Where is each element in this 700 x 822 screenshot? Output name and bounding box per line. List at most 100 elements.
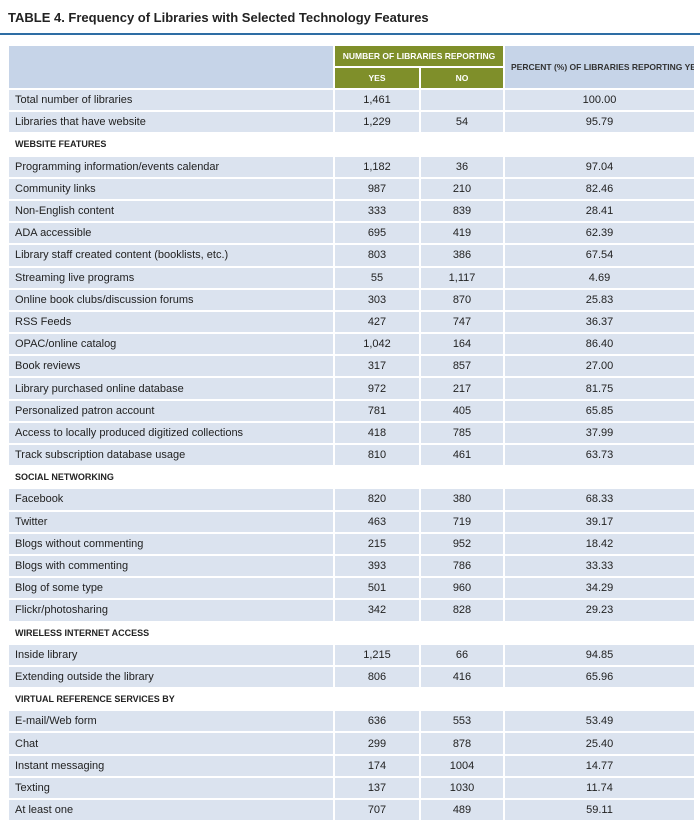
no-cell: 54 [419,110,505,135]
percent-cell: 67.54 [503,243,696,268]
percent-cell: 63.73 [503,442,696,468]
group-header: NUMBER OF LIBRARIES REPORTING [333,44,505,68]
section-row: VIRTUAL REFERENCE SERVICES BY [7,687,696,712]
percent-cell: 81.75 [503,376,696,401]
section-row: SOCIAL NETWORKING [7,465,696,490]
percent-cell: 18.42 [503,531,696,556]
percent-cell: 62.39 [503,221,696,246]
row-label: Inside library [7,642,335,667]
percent-cell: 65.96 [503,664,696,690]
data-row: Blogs with commenting 393 786 33.33 [7,553,696,579]
data-row: Blogs without commenting 215 952 18.42 [7,531,696,556]
row-label: RSS Feeds [7,309,335,335]
yes-cell: 317 [333,354,421,379]
percent-cell: 11.74 [503,775,696,801]
yes-cell: 174 [333,753,421,778]
data-row: Non-English content 333 839 28.41 [7,198,696,224]
percent-cell: 34.29 [503,576,696,601]
header-row: YES NO [8,66,695,90]
row-label: Non-English content [7,198,335,224]
row-label: Book reviews [7,354,335,379]
percent-cell: 29.23 [503,598,696,623]
data-row: Library staff created content (booklists… [7,243,696,268]
row-label: Personalized patron account [7,398,335,423]
no-cell: 952 [419,531,505,556]
data-row: Instant messaging 174 1004 14.77 [7,753,696,778]
no-cell: 878 [419,731,505,756]
percent-cell: 25.83 [503,287,696,312]
section-label: VIRTUAL REFERENCE SERVICES BY [7,687,696,712]
row-label: ADA accessible [7,221,335,246]
no-cell: 1004 [419,753,505,778]
yes-cell: 1,215 [333,642,421,667]
percent-cell: 4.69 [503,265,696,290]
no-cell: 960 [419,576,505,601]
row-label: Chat [7,731,335,756]
yes-cell: 781 [333,398,421,423]
no-cell: 747 [419,309,505,335]
percent-cell: 86.40 [503,332,696,357]
yes-cell: 137 [333,775,421,801]
row-label: Community links [7,176,335,201]
percent-cell: 25.40 [503,731,696,756]
row-label: E-mail/Web form [7,709,335,734]
percent-cell: 33.33 [503,553,696,579]
data-row: Inside library 1,215 66 94.85 [7,642,696,667]
no-cell: 386 [419,243,505,268]
data-row: Personalized patron account 781 405 65.85 [7,398,696,423]
data-row: Community links 987 210 82.46 [7,176,696,201]
yes-cell: 636 [333,709,421,734]
yes-cell: 1,042 [333,332,421,357]
percent-cell: 28.41 [503,198,696,224]
yes-cell: 418 [333,420,421,446]
no-cell: 719 [419,509,505,534]
percent-cell: 68.33 [503,487,696,512]
row-label: Twitter [7,509,335,534]
no-header: NO [419,66,505,90]
data-row: Online book clubs/discussion forums 303 87… [7,287,696,312]
data-row: Texting 137 1030 11.74 [7,775,696,801]
no-cell: 461 [419,442,505,468]
row-label: OPAC/online catalog [7,332,335,357]
yes-cell: 501 [333,576,421,601]
yes-cell: 806 [333,664,421,690]
percent-cell: 27.00 [503,354,696,379]
data-row: Access to locally produced digitized col… [7,420,696,446]
no-cell: 857 [419,354,505,379]
yes-cell: 972 [333,376,421,401]
section-label: WIRELESS INTERNET ACCESS [7,620,696,645]
data-row: E-mail/Web form 636 553 53.49 [7,709,696,734]
data-row: Track subscription database usage 810 461 6… [7,442,696,468]
header-blank [7,44,335,90]
data-row: Libraries that have website 1,229 54 95.79 [7,110,696,135]
yes-cell: 55 [333,265,421,290]
yes-cell: 820 [333,487,421,512]
row-label: Track subscription database usage [7,442,335,468]
table-title: TABLE 4. Frequency of Libraries with Sel… [8,10,429,25]
no-cell: 380 [419,487,505,512]
no-cell: 36 [419,154,505,179]
no-cell [419,87,505,113]
yes-cell: 987 [333,176,421,201]
data-row: Flickr/photosharing 342 828 29.23 [7,598,696,623]
yes-cell: 803 [333,243,421,268]
data-row: Facebook 820 380 68.33 [7,487,696,512]
percent-cell: 95.79 [503,110,696,135]
no-cell: 405 [419,398,505,423]
row-label: Libraries that have website [7,110,335,135]
percent-cell: 36.37 [503,309,696,335]
yes-cell: 707 [333,797,421,822]
yes-cell: 463 [333,509,421,534]
data-row: Twitter 463 719 39.17 [7,509,696,534]
percent-cell: 39.17 [503,509,696,534]
section-row: WIRELESS INTERNET ACCESS [7,620,696,645]
data-table: NUMBER OF LIBRARIES REPORTING PERCENT (%… [7,44,696,822]
no-cell: 785 [419,420,505,446]
row-label: Library purchased online database [7,376,335,401]
data-row: RSS Feeds 427 747 36.37 [7,309,696,335]
section-label: WEBSITE FEATURES [7,132,696,157]
row-label: Online book clubs/discussion forums [7,287,335,312]
yes-cell: 427 [333,309,421,335]
data-row: ADA accessible 695 419 62.39 [7,221,696,246]
